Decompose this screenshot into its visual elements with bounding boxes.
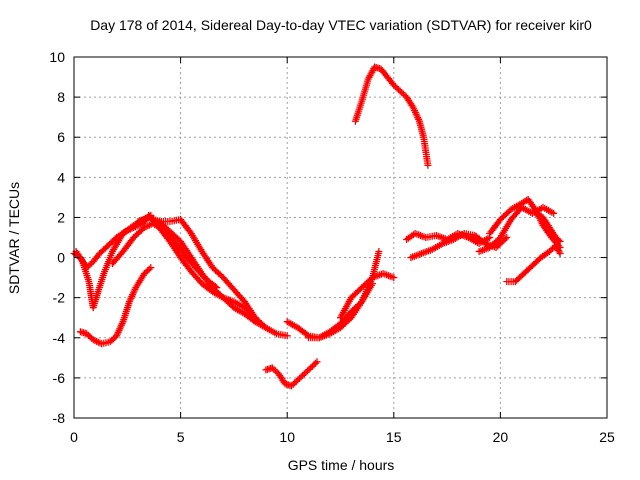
series-arc-2 — [72, 211, 155, 312]
y-tick-label: -4 — [53, 330, 66, 346]
series-marker-path — [407, 230, 511, 262]
x-tick-label: 0 — [70, 429, 78, 445]
y-tick-label: -8 — [53, 410, 66, 426]
y-tick-labels: -8 -6 -4 -2 0 2 4 6 8 10 — [49, 49, 65, 426]
y-tick-label: 0 — [57, 250, 65, 266]
x-axis-label: GPS time / hours — [288, 457, 395, 473]
series-arc-18 — [528, 207, 564, 245]
tick-marks — [73, 56, 608, 419]
y-axis-label: SDTVAR / TECUs — [6, 182, 22, 294]
y-tick-label: -2 — [53, 290, 66, 306]
x-tick-labels: 0 5 10 15 20 25 — [70, 429, 615, 445]
series-marker-path — [351, 63, 432, 169]
series-arc-7 — [155, 215, 259, 322]
y-tick-label: 10 — [49, 49, 65, 65]
gridlines — [74, 57, 607, 418]
y-tick-label: 4 — [57, 169, 65, 185]
chart-title: Day 178 of 2014, Sidereal Day-to-day VTE… — [90, 17, 592, 33]
series-marker-path — [337, 270, 398, 322]
series-marker-path — [262, 358, 321, 390]
series-arc-8 — [262, 358, 321, 390]
series-marker-path — [76, 264, 155, 348]
series-arc-12 — [351, 63, 432, 169]
plot-frame — [73, 56, 608, 419]
series-marker-path — [155, 215, 259, 322]
series-marker-path — [72, 211, 155, 312]
y-tick-label: 2 — [57, 209, 65, 225]
x-tick-label: 20 — [493, 429, 509, 445]
y-tick-label: 6 — [57, 129, 65, 145]
series-arc-14 — [407, 230, 511, 262]
x-tick-label: 25 — [599, 429, 615, 445]
x-tick-label: 15 — [386, 429, 402, 445]
series-marker-path — [528, 207, 564, 245]
x-tick-label: 10 — [279, 429, 295, 445]
x-tick-label: 5 — [177, 429, 185, 445]
series-marker-path — [503, 242, 564, 286]
series-arc-3 — [76, 264, 155, 348]
y-tick-label: 8 — [57, 89, 65, 105]
series-arc-11 — [337, 270, 398, 322]
series-arc-17 — [503, 242, 564, 286]
data-marks — [70, 63, 564, 390]
y-tick-label: -6 — [53, 370, 66, 386]
